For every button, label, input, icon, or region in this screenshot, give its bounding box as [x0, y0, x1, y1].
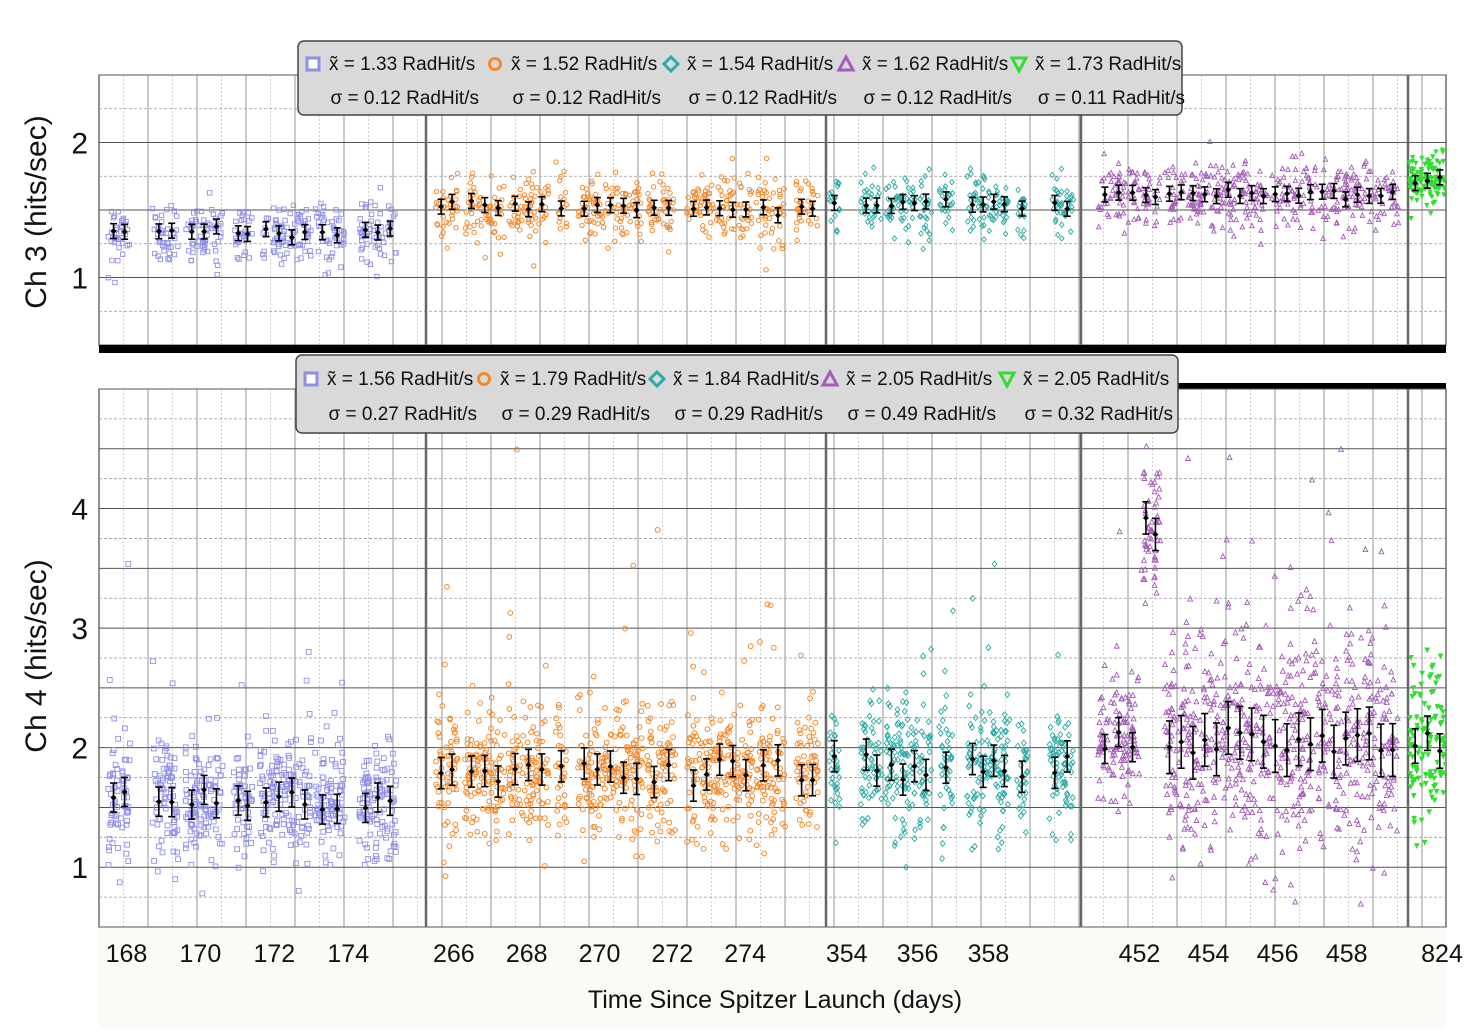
- data-point: [1239, 363, 1244, 368]
- bottom-panel-top-bar: [1170, 383, 1446, 389]
- bottom-panel: [99, 350, 1448, 927]
- panel-divider: [99, 345, 1446, 353]
